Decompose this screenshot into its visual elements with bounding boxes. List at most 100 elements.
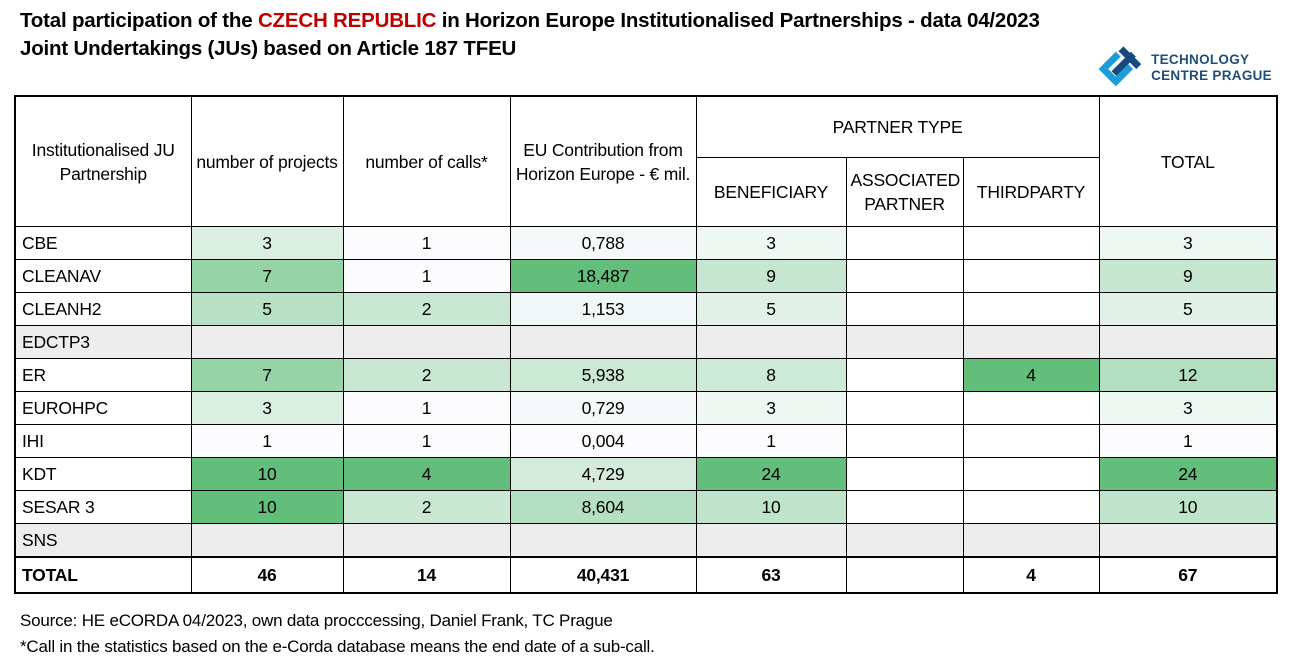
logo-line1: TECHNOLOGY: [1151, 51, 1250, 67]
footnote-call-note: *Call in the statistics based on the e-C…: [20, 637, 655, 656]
table-cell: [509, 523, 697, 558]
table-cell: 9: [1098, 259, 1278, 293]
table-cell: 5: [190, 292, 344, 326]
table-cell: 5,938: [509, 358, 697, 392]
table-cell: 1: [342, 259, 511, 293]
table-cell: 0,788: [509, 226, 697, 260]
header-calls: number of calls*: [342, 95, 511, 227]
table-cell: [845, 490, 964, 524]
table-row: SNS: [14, 523, 1278, 558]
table-cell: [1098, 523, 1278, 558]
table-cell: 10: [190, 490, 344, 524]
table-row: CBE 3 1 0,788 3 3: [14, 226, 1278, 260]
table-row: TOTAL 46 14 40,431 63 4 67: [14, 556, 1278, 594]
table-cell: [695, 325, 847, 359]
page-title: Total participation of the CZECH REPUBLI…: [20, 7, 1040, 63]
table-cell: [962, 292, 1100, 326]
table-cell: 0,004: [509, 424, 697, 458]
table-cell: [845, 325, 964, 359]
table-cell: 63: [695, 556, 847, 594]
table-cell: 46: [190, 556, 344, 594]
row-label: CBE: [14, 226, 192, 260]
table-cell: [190, 523, 344, 558]
participation-table: Institutionalised JU Partnership number …: [14, 95, 1279, 594]
row-label: KDT: [14, 457, 192, 491]
table-cell: 1: [342, 226, 511, 260]
table-cell: [845, 556, 964, 594]
table-cell: [962, 457, 1100, 491]
table-row: IHI 1 1 0,004 1 1: [14, 424, 1278, 458]
table-body: CBE 3 1 0,788 3 3 CLEANAV 7 1 18,487 9 9 CLEANH2 5 2 1,…: [14, 226, 1278, 594]
table-cell: 1: [190, 424, 344, 458]
table-cell: [845, 391, 964, 425]
table-cell: 10: [1098, 490, 1278, 524]
table-cell: 5: [1098, 292, 1278, 326]
table-header: Institutionalised JU Partnership number …: [14, 95, 1278, 227]
table-cell: [962, 523, 1100, 558]
header-eu-contribution: EU Contribution from Horizon Europe - € …: [509, 95, 697, 227]
logo-line2: CENTRE PRAGUE: [1151, 67, 1272, 83]
table-cell: [962, 490, 1100, 524]
table-cell: [342, 523, 511, 558]
table-cell: [509, 325, 697, 359]
table-cell: 9: [695, 259, 847, 293]
row-label: IHI: [14, 424, 192, 458]
row-label: SNS: [14, 523, 192, 558]
table-cell: [190, 325, 344, 359]
header-associated-partner: ASSOCIATED PARTNER: [845, 157, 964, 227]
table-row: KDT 10 4 4,729 24 24: [14, 457, 1278, 491]
row-label: TOTAL: [14, 556, 192, 594]
title-text-before: Total participation of the: [20, 9, 258, 32]
row-label: EDCTP3: [14, 325, 192, 359]
table-cell: [845, 523, 964, 558]
header-thirdparty: THIRDPARTY: [962, 157, 1100, 227]
table-cell: 10: [695, 490, 847, 524]
header-total: TOTAL: [1098, 95, 1278, 227]
table-cell: [962, 325, 1100, 359]
header-partner-type: PARTNER TYPE: [695, 95, 1100, 158]
table-cell: 5: [695, 292, 847, 326]
table-cell: 3: [190, 391, 344, 425]
table-cell: 3: [695, 226, 847, 260]
header-partnership: Institutionalised JU Partnership: [14, 95, 192, 227]
title-line2: Joint Undertakings (JUs) based on Articl…: [20, 37, 517, 60]
table-cell: 2: [342, 358, 511, 392]
tc-prague-logo-icon: [1098, 46, 1142, 87]
row-label: CLEANAV: [14, 259, 192, 293]
table-cell: 1: [695, 424, 847, 458]
table-cell: 2: [342, 292, 511, 326]
table-cell: [962, 424, 1100, 458]
table-cell: 14: [342, 556, 511, 594]
table-cell: 4: [962, 358, 1100, 392]
table-cell: [845, 358, 964, 392]
table-cell: 8,604: [509, 490, 697, 524]
tc-prague-logo: TECHNOLOGY CENTRE PRAGUE: [1092, 40, 1272, 95]
table-cell: [695, 523, 847, 558]
table-cell: 4: [342, 457, 511, 491]
tc-prague-logo-text: TECHNOLOGY CENTRE PRAGUE: [1151, 52, 1272, 84]
table-cell: 4: [962, 556, 1100, 594]
table-cell: 0,729: [509, 391, 697, 425]
table-cell: 3: [1098, 226, 1278, 260]
header-beneficiary: BENEFICIARY: [695, 157, 847, 227]
row-label: ER: [14, 358, 192, 392]
table-cell: [845, 259, 964, 293]
table-cell: 1: [342, 391, 511, 425]
table-cell: [845, 457, 964, 491]
row-label: CLEANH2: [14, 292, 192, 326]
table-cell: 1: [342, 424, 511, 458]
table-cell: 10: [190, 457, 344, 491]
table-cell: 7: [190, 259, 344, 293]
table-cell: [962, 259, 1100, 293]
table-row: SESAR 3 10 2 8,604 10 10: [14, 490, 1278, 524]
table-row: CLEANAV 7 1 18,487 9 9: [14, 259, 1278, 293]
table-cell: [845, 292, 964, 326]
table-cell: 12: [1098, 358, 1278, 392]
table-cell: [845, 424, 964, 458]
table-cell: [962, 226, 1100, 260]
table-cell: 1: [1098, 424, 1278, 458]
table-cell: 24: [1098, 457, 1278, 491]
table-row: CLEANH2 5 2 1,153 5 5: [14, 292, 1278, 326]
header-projects: number of projects: [190, 95, 344, 227]
title-line1: Total participation of the CZECH REPUBLI…: [20, 7, 1040, 35]
